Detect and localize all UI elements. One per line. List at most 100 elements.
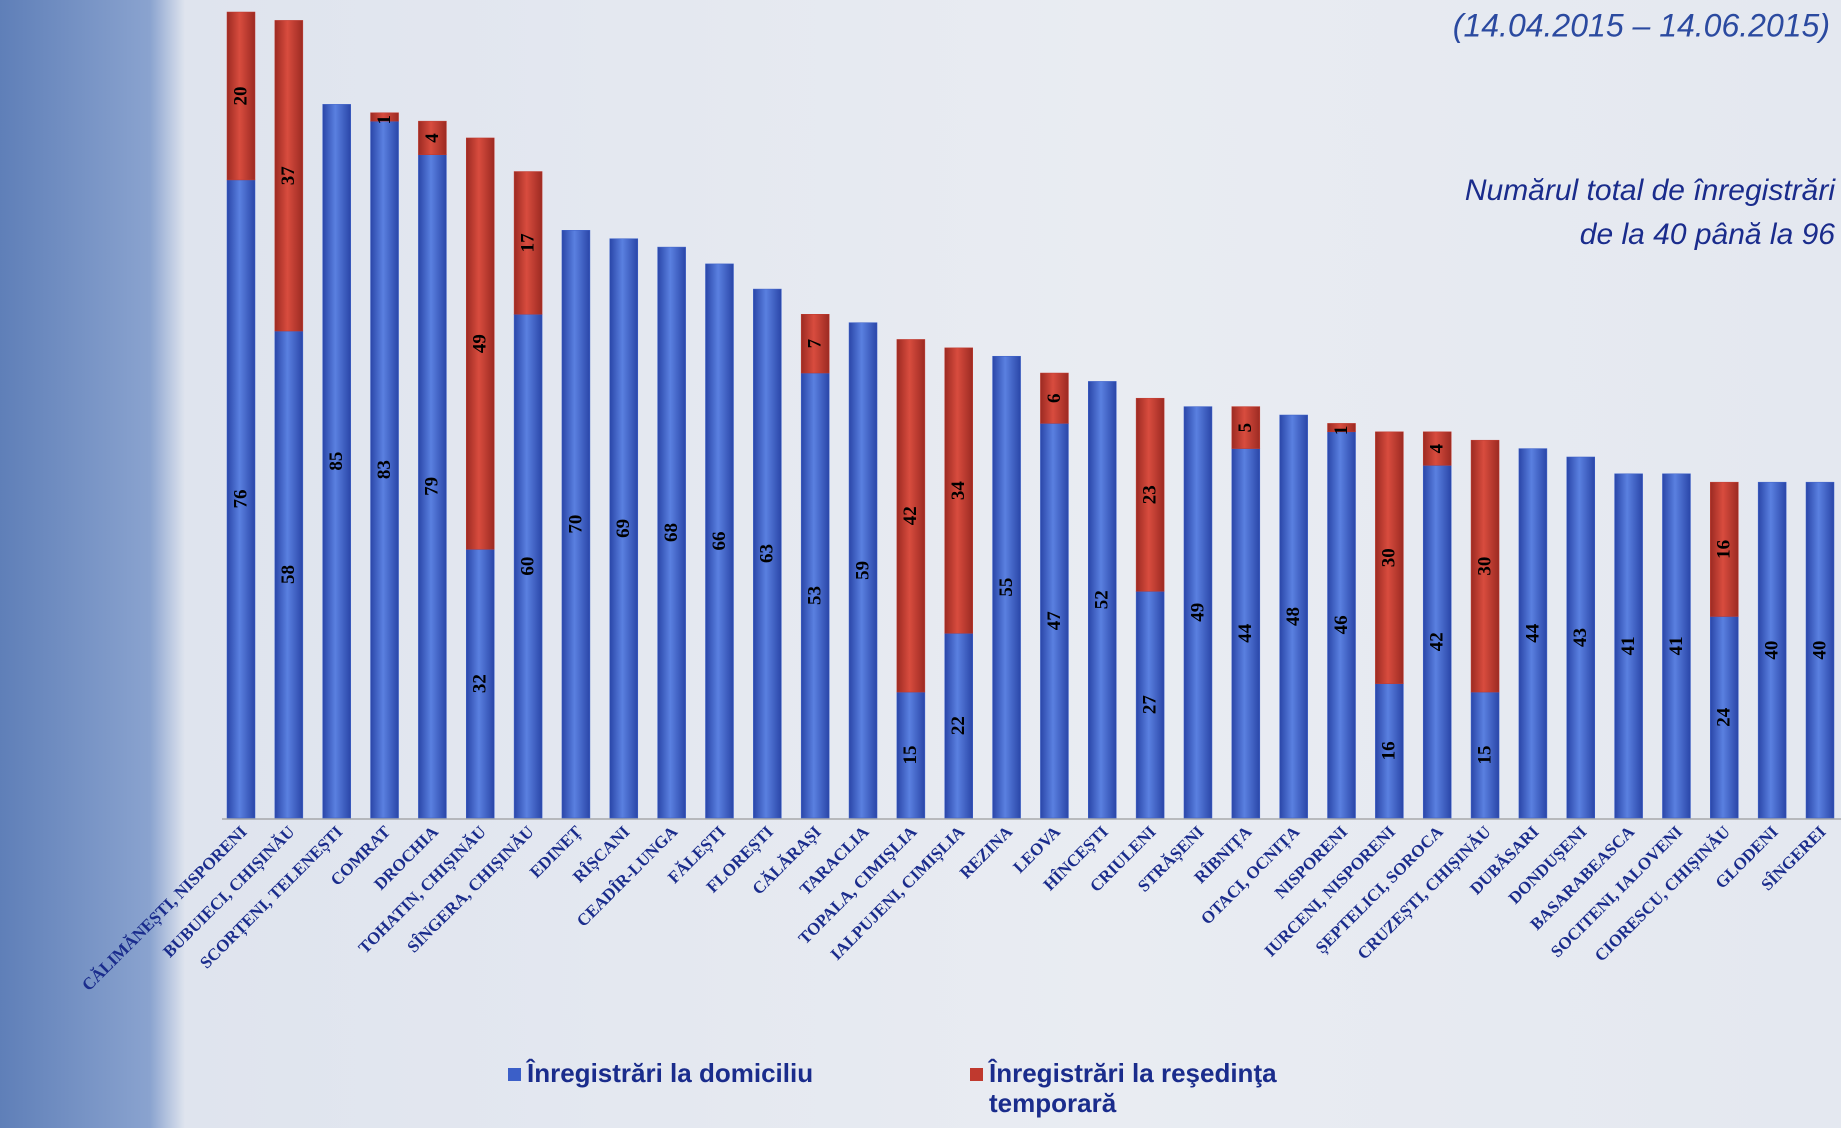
value-label: 27 [1139, 695, 1160, 715]
bar-segment [322, 104, 351, 819]
bar-segment [944, 347, 973, 634]
value-label: 40 [1762, 641, 1783, 660]
annotation: Numărul total de înregistrări [1465, 174, 1836, 207]
bar-segment [800, 372, 830, 819]
bar-segment [1231, 448, 1261, 819]
value-label: 43 [1570, 628, 1591, 647]
bar-segment [1757, 481, 1787, 819]
legend-item: Înregistrări la reşedinţa temporară [970, 1058, 1390, 1118]
value-label: 30 [1379, 548, 1400, 567]
value-label: 47 [1044, 611, 1065, 631]
bar-segment [1135, 397, 1165, 592]
bar-segment [1662, 473, 1691, 819]
bar-segment [609, 238, 639, 819]
value-label: 69 [613, 519, 634, 538]
value-label: 1 [1331, 426, 1352, 436]
bar-segment [1088, 381, 1117, 819]
value-label: 59 [852, 561, 873, 580]
bar-segment [1375, 683, 1404, 819]
value-label: 41 [1666, 636, 1687, 655]
value-label: 23 [1139, 485, 1160, 504]
bar-segment [1422, 431, 1452, 466]
bar-segment [1327, 431, 1356, 819]
value-label: 20 [230, 86, 251, 105]
value-label: 55 [996, 578, 1017, 597]
annotation: de la 40 până la 96 [1580, 218, 1836, 251]
value-label: 6 [1044, 393, 1065, 403]
value-label: 5 [1235, 423, 1256, 433]
bar-segment [800, 314, 830, 374]
bar-segment [896, 339, 926, 693]
bar-segment [1614, 473, 1643, 819]
bar-segment [418, 154, 447, 819]
value-label: 16 [1379, 741, 1400, 760]
bar-segment [370, 112, 399, 122]
value-label: 32 [470, 674, 491, 693]
value-label: 66 [709, 531, 730, 550]
bar-segment [753, 288, 782, 819]
value-label: 79 [422, 477, 443, 496]
bar-segment [657, 246, 686, 819]
bar-segment [561, 230, 591, 819]
value-label: 60 [517, 557, 538, 576]
legend-swatch [508, 1068, 521, 1081]
value-label: 24 [1714, 707, 1735, 727]
bar-segment [1710, 616, 1739, 819]
bar-segment [1518, 448, 1548, 819]
value-label: 42 [900, 506, 921, 525]
bar-segment [1231, 406, 1261, 449]
bar-segment [1422, 465, 1452, 819]
bar-segment [1375, 431, 1404, 684]
value-label: 7 [805, 338, 826, 348]
x-tick-label: CĂLIMĂNEȘTI, NISPORENI [78, 822, 251, 995]
bar-segment [944, 633, 973, 819]
bar-segment [848, 322, 878, 819]
value-label: 70 [565, 515, 586, 534]
bar-segment [1135, 591, 1165, 819]
bar-segment [274, 20, 304, 332]
value-label: 40 [1809, 641, 1830, 660]
bar-segment [1327, 423, 1356, 433]
bar-segment [1710, 481, 1739, 617]
value-label: 34 [948, 481, 969, 501]
legend-label: Înregistrări la reşedinţa temporară [989, 1058, 1277, 1118]
bar-segment [992, 355, 1021, 819]
value-label: 4 [422, 133, 443, 143]
bar-segment [1566, 456, 1596, 819]
value-label: 83 [374, 460, 395, 479]
x-tick-label: REZINA [956, 822, 1017, 883]
value-label: 15 [1474, 746, 1495, 765]
bar-segment [1040, 372, 1069, 424]
value-label: 41 [1618, 636, 1639, 655]
value-label: 42 [1427, 632, 1448, 651]
value-label: 58 [278, 565, 299, 584]
value-label: 85 [326, 452, 347, 471]
value-label: 1 [374, 115, 395, 125]
value-label: 15 [900, 746, 921, 765]
bar-segment [513, 171, 543, 315]
value-label: 17 [517, 233, 538, 253]
value-label: 22 [948, 716, 969, 735]
value-label: 46 [1331, 615, 1352, 634]
bar-segment [1470, 439, 1500, 693]
bar-segment [418, 120, 447, 155]
value-label: 49 [1187, 603, 1208, 622]
bar-segment [1183, 406, 1213, 819]
value-label: 53 [805, 586, 826, 605]
value-label: 49 [470, 334, 491, 353]
bar-segment [1279, 414, 1308, 819]
bar-segment [513, 314, 543, 819]
legend-swatch [970, 1068, 983, 1081]
bar-segment [370, 120, 399, 819]
bar-segment [274, 330, 304, 819]
bar-segment [1040, 423, 1069, 819]
value-label: 16 [1714, 540, 1735, 559]
value-label: 44 [1522, 623, 1543, 643]
bar-segment [1470, 691, 1500, 819]
bar-segment [705, 263, 734, 819]
value-label: 63 [757, 544, 778, 563]
bar-segment [896, 691, 926, 819]
value-label: 68 [661, 523, 682, 542]
